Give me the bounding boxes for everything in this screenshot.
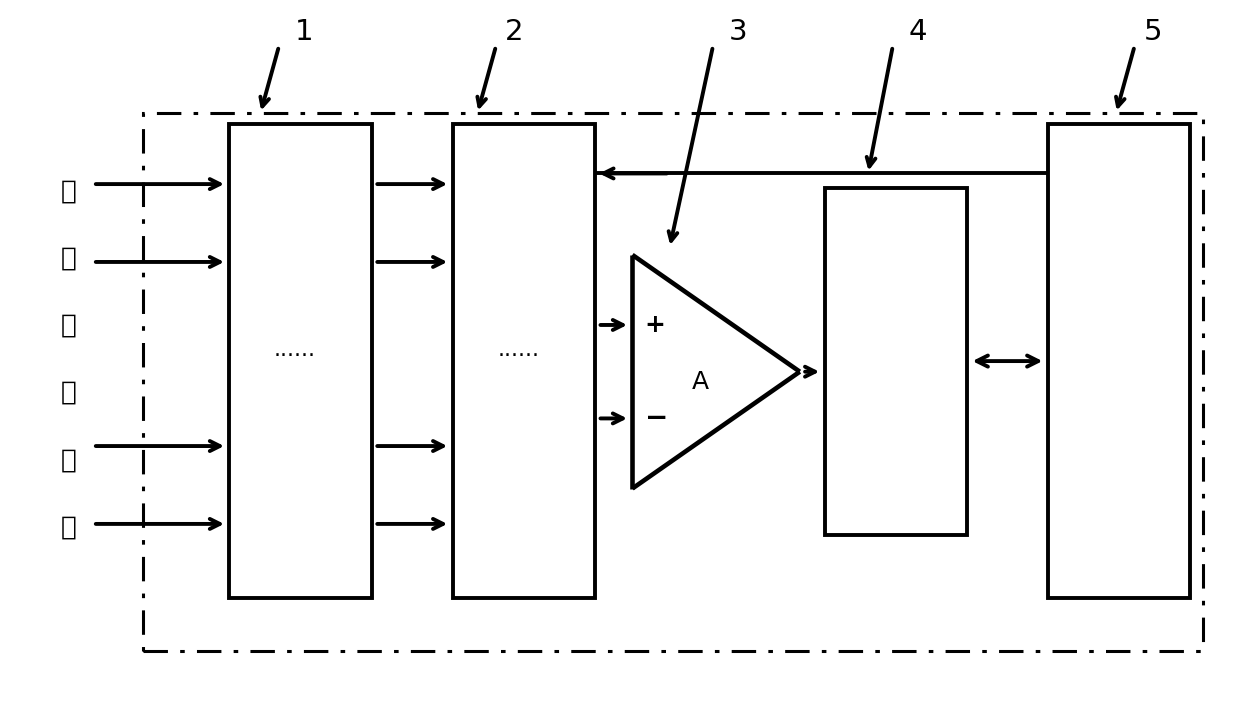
Bar: [453, 124, 595, 598]
Text: ......: ......: [497, 341, 539, 360]
Text: 1: 1: [294, 18, 314, 46]
Text: 3: 3: [728, 18, 748, 46]
Text: 2: 2: [506, 18, 523, 46]
Text: −: −: [645, 404, 668, 433]
Text: 分: 分: [61, 246, 76, 271]
Bar: [825, 188, 967, 535]
Text: ......: ......: [274, 341, 316, 360]
Bar: [1048, 124, 1190, 598]
Text: 信: 信: [61, 447, 76, 473]
Text: 号: 号: [61, 515, 76, 540]
Text: 拟: 拟: [61, 380, 76, 406]
Text: 4: 4: [909, 18, 926, 46]
Text: 模: 模: [61, 313, 76, 338]
Text: 差: 差: [61, 178, 76, 204]
Bar: [143, 113, 1203, 651]
Bar: [229, 124, 372, 598]
Text: A: A: [692, 370, 709, 394]
Text: 5: 5: [1145, 18, 1162, 46]
Text: +: +: [645, 313, 666, 337]
